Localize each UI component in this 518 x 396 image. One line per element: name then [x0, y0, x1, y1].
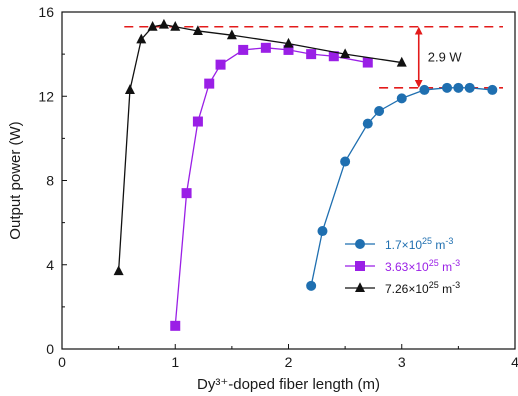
data-point [340, 156, 351, 167]
y-tick-label: 8 [46, 173, 54, 189]
data-point [355, 239, 365, 249]
x-tick-label: 1 [171, 354, 179, 370]
x-tick-label: 2 [285, 354, 293, 370]
data-point [362, 118, 373, 129]
data-point [192, 116, 203, 127]
data-point [419, 84, 430, 95]
legend: 1.7×1025 m-3 3.63×1025 m-3 7.26×1025 m-3 [345, 236, 460, 296]
data-point [362, 57, 373, 68]
y-tick-label: 16 [38, 4, 54, 20]
data-point [442, 82, 453, 93]
series-line [310, 87, 493, 286]
legend-label: 7.26×1025 m-3 [385, 280, 460, 296]
series [170, 42, 373, 331]
legend-label: 1.7×1025 m-3 [385, 236, 453, 252]
data-point [226, 29, 237, 40]
data-point [170, 320, 181, 331]
data-point [355, 261, 365, 271]
annotation-group: 2.9 W [414, 26, 463, 88]
x-axis-title: Dy³⁺-doped fiber length (m) [197, 376, 380, 393]
data-point [317, 226, 328, 237]
data-point [260, 42, 271, 53]
data-point [113, 265, 124, 276]
data-point [238, 44, 249, 55]
data-point [181, 188, 192, 199]
data-point [328, 51, 339, 62]
data-point [192, 25, 203, 35]
legend-label: 3.63×1025 m-3 [385, 258, 460, 274]
y-tick-label: 12 [38, 88, 54, 104]
data-point [355, 282, 365, 293]
series [306, 82, 498, 291]
legend-item: 7.26×1025 m-3 [345, 280, 460, 296]
data-point [487, 84, 498, 95]
data-point [396, 93, 407, 104]
data-point [124, 84, 135, 94]
data-point [396, 56, 407, 67]
data-point [464, 82, 475, 93]
data-point [453, 82, 464, 93]
data-point [170, 20, 181, 31]
y-tick-label: 4 [46, 257, 54, 273]
data-point [340, 48, 351, 59]
data-point [158, 18, 169, 29]
x-tick-label: 0 [58, 354, 66, 370]
data-point [136, 33, 147, 44]
y-tick-label: 0 [46, 341, 54, 357]
series-line [174, 47, 368, 326]
data-point [306, 280, 317, 291]
data-point [283, 44, 294, 55]
data-point [215, 59, 226, 70]
data-point [306, 49, 317, 60]
data-point [374, 105, 385, 116]
annotation-label: 2.9 W [428, 49, 463, 64]
data-point [204, 78, 215, 89]
series [113, 18, 407, 276]
x-tick-label: 4 [511, 354, 518, 370]
legend-item: 3.63×1025 m-3 [345, 258, 460, 274]
y-axis-title: Output power (W) [7, 121, 24, 239]
data-point [147, 20, 158, 31]
x-tick-label: 3 [398, 354, 406, 370]
legend-item: 1.7×1025 m-3 [345, 236, 453, 252]
series-group [113, 18, 498, 331]
data-point [283, 37, 294, 48]
